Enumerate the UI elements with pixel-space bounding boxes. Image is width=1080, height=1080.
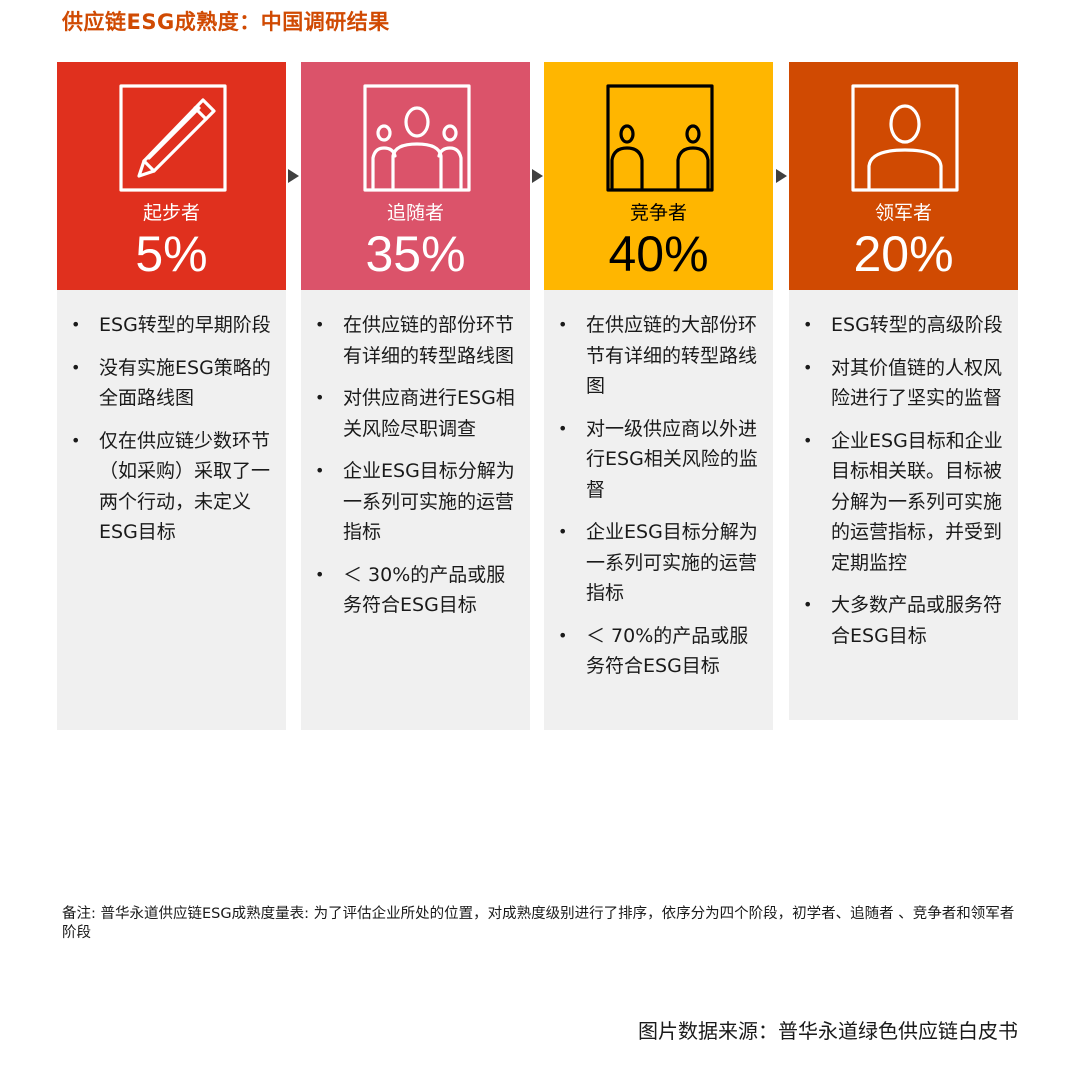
bullet-text: 在供应链的部份环节有详细的转型路线图 [343, 314, 515, 367]
chart-title: 供应链ESG成熟度：中国调研结果 [62, 10, 390, 34]
bullet-text: ESG转型的早期阶段 [99, 314, 271, 336]
bullet-item: • ＜ 30%的产品或服务符合ESG目标 [315, 560, 520, 621]
arrow-right-icon [776, 169, 787, 183]
stage-description-competitor: • 在供应链的大部份环节有详细的转型路线图 • 对一级供应商以外进行ESG相关风险的监… [544, 290, 773, 730]
stage-description-starter: • ESG转型的早期阶段 • 没有实施ESG策略的全面路线图 • 仅在供应链少数环节（如采… [57, 290, 286, 730]
bullet-text: 大多数产品或服务符合ESG目标 [831, 594, 1003, 647]
bullet-list: • 在供应链的部份环节有详细的转型路线图 • 对供应商进行ESG相关风险尽职调查 • 企业… [301, 290, 530, 621]
group-of-people-icon [363, 84, 471, 192]
stage-percentage: 5% [135, 226, 208, 282]
leader-person-icon [851, 84, 959, 192]
pencil-icon [119, 84, 227, 192]
bullet-list: • ESG转型的高级阶段 • 对其价值链的人权风险进行了坚实的监督 • 企业ESG目标和企… [789, 290, 1018, 651]
stage-header-follower: 追随者 35% [301, 62, 530, 290]
bullet-icon: • [558, 315, 568, 334]
stage-percentage: 20% [853, 226, 954, 282]
stage-description-leader: • ESG转型的高级阶段 • 对其价值链的人权风险进行了坚实的监督 • 企业ESG目标和企… [789, 290, 1018, 720]
bullet-icon: • [315, 461, 325, 480]
stage-header-leader: 领军者 20% [789, 62, 1018, 290]
bullet-icon: • [803, 595, 813, 614]
bullet-text: 企业ESG目标分解为一系列可实施的运营指标 [586, 521, 758, 604]
stage-name: 竞争者 [629, 202, 687, 224]
footnote: 备注: 普华永道供应链ESG成熟度量表: 为了评估企业所处的位置，对成熟度级别进… [62, 906, 1015, 941]
bullet-icon: • [558, 418, 568, 438]
bullet-icon: • [803, 430, 813, 450]
bullet-text: 对供应商进行ESG相关风险尽职调查 [343, 387, 515, 440]
two-people-icon [606, 84, 714, 192]
bullet-item: • 大多数产品或服务符合ESG目标 [803, 590, 1008, 651]
bullet-text: ＜ 30%的产品或服务符合ESG目标 [343, 563, 506, 617]
bullet-text: 企业ESG目标分解为一系列可实施的运营指标 [343, 460, 515, 543]
bullet-text: 在供应链的大部份环节有详细的转型路线图 [586, 314, 758, 397]
stage-description-follower: • 在供应链的部份环节有详细的转型路线图 • 对供应商进行ESG相关风险尽职调查 • 企业… [301, 290, 530, 730]
data-source: 图片数据来源：普华永道绿色供应链白皮书 [638, 1019, 1018, 1043]
bullet-icon: • [803, 315, 813, 334]
bullet-text: 仅在供应链少数环节（如采购）采取了一两个行动，未定义ESG目标 [99, 429, 271, 544]
arrow-right-icon [532, 169, 543, 183]
stage-header-starter: 起步者 5% [57, 62, 286, 290]
bullet-item: • 对一级供应商以外进行ESG相关风险的监督 [558, 414, 763, 506]
stage-name: 起步者 [142, 202, 200, 224]
bullet-icon: • [558, 625, 568, 645]
bullet-item: • 没有实施ESG策略的全面路线图 [71, 353, 276, 414]
bullet-item: • 对其价值链的人权风险进行了坚实的监督 [803, 353, 1008, 414]
bullet-icon: • [71, 357, 81, 377]
bullet-text: 没有实施ESG策略的全面路线图 [99, 356, 271, 410]
bullet-item: • 企业ESG目标分解为一系列可实施的运营指标 [558, 517, 763, 609]
bullet-icon: • [71, 430, 81, 450]
bullet-text: ＜ 70%的产品或服务符合ESG目标 [586, 624, 749, 678]
bullet-list: • 在供应链的大部份环节有详细的转型路线图 • 对一级供应商以外进行ESG相关风险的监… [544, 290, 773, 682]
bullet-item: • ＜ 70%的产品或服务符合ESG目标 [558, 621, 763, 682]
bullet-icon: • [315, 388, 325, 407]
bullet-text: 企业ESG目标和企业目标相关联。目标被分解为一系列可实施的运营指标，并受到定期监… [831, 429, 1003, 574]
stage-header-competitor: 竞争者 40% [544, 62, 773, 290]
bullet-item: • 企业ESG目标分解为一系列可实施的运营指标 [315, 456, 520, 548]
bullet-icon: • [803, 357, 813, 377]
bullet-item: • 企业ESG目标和企业目标相关联。目标被分解为一系列可实施的运营指标，并受到定期… [803, 426, 1008, 579]
stage-name: 追随者 [386, 202, 444, 224]
bullet-item: • 在供应链的部份环节有详细的转型路线图 [315, 310, 520, 371]
bullet-icon: • [558, 522, 568, 541]
stage-percentage: 40% [608, 226, 709, 282]
bullet-item: • 在供应链的大部份环节有详细的转型路线图 [558, 310, 763, 402]
bullet-item: • 仅在供应链少数环节（如采购）采取了一两个行动，未定义ESG目标 [71, 426, 276, 548]
bullet-item: • ESG转型的高级阶段 [803, 310, 1008, 341]
arrow-right-icon [288, 169, 299, 183]
bullet-list: • ESG转型的早期阶段 • 没有实施ESG策略的全面路线图 • 仅在供应链少数环节（如采… [57, 290, 286, 548]
stage-name: 领军者 [874, 202, 932, 224]
stage-percentage: 35% [365, 226, 466, 282]
bullet-icon: • [71, 315, 81, 334]
bullet-text: 对其价值链的人权风险进行了坚实的监督 [831, 356, 1003, 410]
bullet-text: 对一级供应商以外进行ESG相关风险的监督 [586, 417, 758, 501]
bullet-item: • ESG转型的早期阶段 [71, 310, 276, 341]
bullet-icon: • [315, 315, 325, 334]
bullet-text: ESG转型的高级阶段 [831, 314, 1003, 336]
bullet-item: • 对供应商进行ESG相关风险尽职调查 [315, 383, 520, 444]
bullet-icon: • [315, 564, 325, 584]
